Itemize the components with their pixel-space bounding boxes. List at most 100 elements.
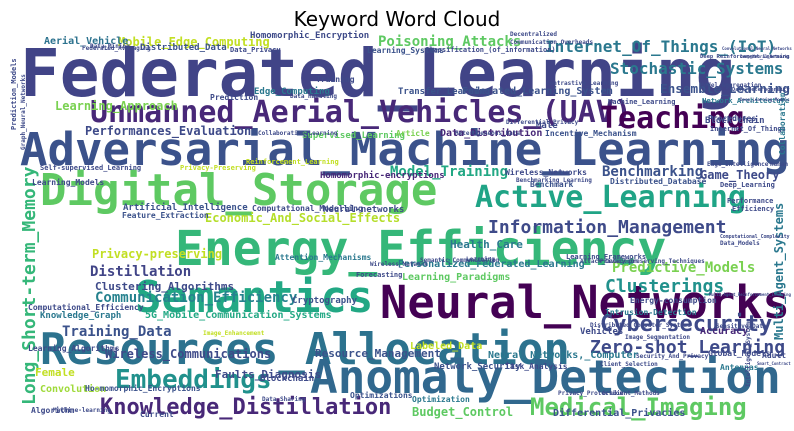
word-data-distribution: Data_Distribution: [440, 127, 542, 139]
word-differential-privacy: Differential_Privacy: [506, 119, 579, 126]
word-deep-learning: Deep_Learning: [720, 181, 775, 189]
word-active-learning: Active_Learning: [475, 180, 746, 215]
word-differential-privacies: Differential_Privacies: [553, 407, 685, 419]
word-communication-overheads: Communication_Overheads: [510, 39, 593, 46]
word-sensitive-data: Sensitive_Data: [716, 323, 767, 330]
word-artificial-intelligence: Artificial_Intelligence: [123, 202, 248, 213]
word-homomorphic-encryption: Homomorphic_Encryption: [250, 30, 369, 41]
word-data-privacy: Data_Privacy: [230, 46, 281, 54]
word-privacy-preserving-techniques: Privacy-preserving_Techniques: [600, 258, 705, 265]
word-deep-learning-models: Deep_Learning_Models: [740, 97, 790, 102]
word-performance: Performance: [727, 197, 773, 205]
word-supervised-learning: Supervised_Learning: [302, 130, 405, 141]
word-learning: Learning: [466, 256, 495, 263]
word-convolution: Convolution: [40, 383, 106, 395]
word-energy-consumption: Energy-consumption: [630, 295, 717, 305]
word-resource-management: Resource_Management: [315, 347, 441, 360]
word-economic-and-social-effects: Economic_And_Social_Effects: [205, 211, 400, 226]
word-self-supervised-learning: Self-supervised_Learning: [40, 164, 141, 172]
word-learning-frameworks: Learning_Frameworks: [566, 253, 646, 261]
word-graph-neural-networks: Graph_Neural_Networks: [20, 74, 27, 150]
word-classification-of-information: Classification_(of_information): [425, 46, 556, 54]
word-data-sharing: Data_Sharing: [262, 396, 306, 403]
word-collaboration: Collaboration: [777, 92, 787, 155]
word-knowledge-graph: Knowledge_Graph: [40, 311, 121, 321]
word-anomaly-detection: Anomaly_Detection: [310, 350, 781, 404]
word-model-training: Model_Training: [390, 164, 508, 180]
word-training-data: Training_Data: [62, 324, 172, 340]
word-blockchain: Blockchain: [260, 373, 314, 384]
word-network-architecture: Network_Architecture: [702, 96, 790, 105]
word-distributed-data: Distributed_Data: [140, 42, 227, 53]
word-procedures: Procedures: [708, 114, 756, 123]
word-wireless-networks: Wireless_Networks: [505, 167, 587, 177]
word-collaborative-learning: Collaborative_Learning: [258, 130, 338, 137]
word-training: Training: [316, 74, 355, 84]
word-knowledge-distillation: Knowledge_Distillation: [100, 395, 391, 420]
word-performances-evaluation: Performances_Evaluation: [85, 124, 251, 139]
word-poisoning-attacks: Poisoning_Attacks: [378, 34, 521, 50]
word-communication-efficiency: Communication_Efficiency: [95, 290, 298, 306]
word-client-selection: Client_Selection: [600, 361, 658, 368]
word-budget-control: Budget_Control: [412, 405, 513, 420]
word-image-enhancement: Image_Enhancement: [203, 330, 265, 337]
word-personalized-federated-learning: Personalized_Federated_Learning: [398, 258, 585, 270]
word-contrastive-learning: Contrastive_Learning: [546, 80, 619, 87]
word-5g-mobile-communication-systems: 5G_Mobile_Communication_Systems: [145, 309, 332, 321]
word-benchmark: Benchmark: [530, 180, 574, 189]
word-data-handling: Data_Handling: [290, 93, 337, 100]
word-teaching: Teaching: [600, 101, 745, 136]
word-internet-of-things-iot: Internet_Of_Things_(IoT): [545, 37, 776, 56]
word-female: Female: [35, 366, 75, 379]
word-multi-agent-reinforcement-learning: Multi-Agent_Reinforcement_Learning: [709, 292, 791, 297]
word-data-models: Data_Models: [720, 240, 760, 247]
word-intelligent-systems: Intelligent_Systems: [745, 318, 752, 387]
word-computational-complexity: Computational_Complexity: [720, 234, 790, 240]
word-adult: Adult: [762, 351, 786, 360]
word-edge-intelligence: Edge_Intelligence: [707, 161, 769, 168]
word-optimizations: Optimizations: [350, 390, 413, 400]
word-multi-agent-systems: Multi_Agent_Systems: [772, 203, 787, 340]
word-data-heterogeneity: Data_Heterogeneity: [732, 87, 790, 93]
word-stochastic-systems: Stochastic_Systems: [610, 59, 783, 78]
word-mobile-edge-computing: Mobile_Edge_Computing: [118, 35, 270, 50]
word-efficiency: Efficiency: [732, 205, 775, 213]
word-distributed-computer-systems: Distributed_Computer_Systems: [590, 322, 692, 329]
word-unmanned-aerial-vehicles-uav: Unmanned_Aerial_Vehicles_(UAV): [90, 95, 632, 130]
word-optimization: Optimization: [412, 394, 470, 404]
word-privacy-preserving: Privacy-preserving: [92, 247, 222, 261]
word-convolutional-neural-networks: Convolutional_Neural_Networks: [722, 46, 792, 51]
word-aerial-vehicle: Aerial_Vehicle: [44, 35, 128, 47]
word-clustering-algorithms: Clustering_Algorithms: [95, 280, 234, 293]
word-energy-efficiency: Energy_Efficiency: [175, 221, 666, 277]
word-clusterings: Clusterings: [605, 276, 724, 297]
word-gradient-methods: Gradient_Methods: [602, 390, 660, 397]
word-male: Male: [536, 121, 558, 131]
word-attention-mechanisms: Attention_Mechanisms: [275, 252, 372, 262]
word-smart-contract: Smart_Contract: [757, 361, 791, 366]
word-machine-learning: Machine-learning: [53, 407, 111, 414]
word-medical-imaging: Medical_Imaging: [530, 393, 747, 421]
word-security-and-privacy: Security_And_Privacy: [636, 353, 709, 360]
word-machine-learning: Machine_Learning: [608, 98, 675, 106]
word-model-aggregation: Model_Aggregation: [700, 82, 762, 89]
word-internet-of-things: Internet_Of_Things: [710, 125, 786, 133]
word-information-management: Information_Management: [488, 217, 726, 238]
word-semantics: Semantics: [135, 272, 373, 323]
word-learning-approach: Learning_Approach: [55, 99, 178, 114]
word-prediction-models: Prediction_Models: [10, 58, 18, 130]
word-current: Current: [140, 410, 174, 419]
word-computational-modelling: Computational_Modelling: [252, 203, 363, 213]
word-prediction: Prediction: [210, 92, 258, 102]
word-heterogeneous-data: Heterogeneous_Data: [455, 130, 520, 137]
word-incentive-mechanism: Incentive_Mechanism: [545, 128, 637, 138]
word-ho-momorphic-encryptions: Ho-momorphic_Encryptions: [85, 383, 201, 393]
word-data-mining: Data_Mining: [90, 43, 130, 50]
word-digital-storage: Digital_Storage: [40, 165, 437, 216]
word-learning-algorithms: Learning_Algorithms: [28, 343, 120, 353]
word-global-models: Global_Models: [708, 349, 771, 358]
word-intrusion-detection: Intrusion-Detection: [605, 307, 697, 317]
word-distillation: Distillation: [90, 264, 191, 280]
word-federated-learning: Federated_Learning: [20, 35, 735, 112]
word-neural-networks: Neural_Networks: [380, 276, 790, 329]
